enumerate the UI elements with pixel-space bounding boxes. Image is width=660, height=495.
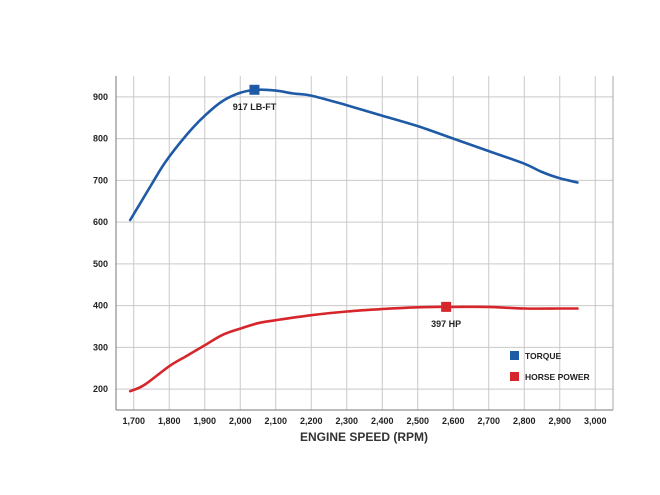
x-tick-label: 2,800 [513, 416, 536, 426]
x-tick-label: 2,200 [300, 416, 323, 426]
torque-line [128, 88, 579, 222]
legend-label: TORQUE [525, 351, 562, 361]
x-tick-label: 2,600 [442, 416, 465, 426]
x-tick-label: 2,000 [229, 416, 252, 426]
series-lines [128, 88, 579, 393]
x-tick-label: 2,500 [406, 416, 429, 426]
x-tick-label: 2,300 [335, 416, 358, 426]
y-tick-label: 800 [93, 134, 108, 144]
y-tick-label: 900 [93, 92, 108, 102]
legend-swatch [510, 372, 519, 381]
hp-peak-label: 397 HP [431, 319, 461, 329]
x-tick-label: 2,700 [477, 416, 500, 426]
peak-marker [249, 84, 260, 95]
y-tick-label: 500 [93, 259, 108, 269]
y-tick-label: 300 [93, 342, 108, 352]
horsepower-line [128, 305, 579, 393]
x-tick-label: 1,900 [193, 416, 216, 426]
x-axis-label: ENGINE SPEED (RPM) [300, 430, 428, 444]
x-tick-label: 2,900 [548, 416, 571, 426]
x-tick-label: 1,700 [122, 416, 145, 426]
y-tick-label: 600 [93, 217, 108, 227]
legend: TORQUE HORSE POWER [510, 351, 590, 382]
y-tick-label: 700 [93, 175, 108, 185]
axes [115, 76, 614, 411]
x-tick-label: 3,000 [584, 416, 607, 426]
y-tick-label: 200 [93, 384, 108, 394]
y-tick-label: 400 [93, 301, 108, 311]
x-tick-label: 1,800 [158, 416, 181, 426]
legend-label: HORSE POWER [525, 372, 590, 382]
x-tick-label: 2,100 [264, 416, 287, 426]
x-tick-label: 2,400 [371, 416, 394, 426]
grid [116, 76, 613, 410]
legend-swatch [510, 351, 519, 360]
tick-labels: 200 300 400 500 600 700 800 900 1,700 1,800 1,900 2… [93, 92, 607, 426]
peak-markers: 917 LB-FT 397 HP [233, 84, 461, 329]
peak-marker [441, 301, 452, 312]
torque-peak-label: 917 LB-FT [233, 102, 277, 112]
